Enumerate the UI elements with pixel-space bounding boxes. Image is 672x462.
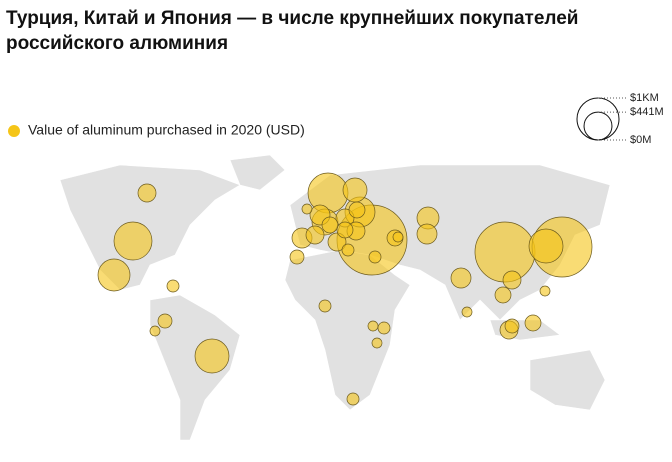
bubble — [346, 392, 360, 406]
size-legend-circle — [576, 97, 620, 141]
bubble — [166, 279, 180, 293]
bubble — [137, 183, 157, 203]
bubble — [289, 249, 305, 265]
bubble — [97, 258, 131, 292]
bubble — [368, 250, 382, 264]
bubble — [504, 318, 520, 334]
bubble — [474, 221, 536, 283]
bubbles — [97, 172, 593, 406]
bubble — [348, 201, 366, 219]
bubble — [392, 231, 404, 243]
size-legend: $1KM $441M $0M — [576, 92, 664, 146]
bubble — [318, 299, 332, 313]
bubble — [502, 270, 522, 290]
size-legend-label: $441M — [630, 106, 664, 118]
chart-title: Турция, Китай и Япония — в числе крупней… — [6, 8, 579, 54]
bubble — [450, 267, 472, 289]
bubble — [494, 286, 512, 304]
size-legend-label: $0M — [630, 134, 651, 146]
bubble — [301, 203, 313, 215]
bubble — [341, 243, 355, 257]
bubble — [305, 225, 325, 245]
bubble — [528, 228, 564, 264]
bubble — [321, 216, 339, 234]
bubble — [113, 221, 153, 261]
bubble — [367, 320, 379, 332]
size-legend-label: $1KM — [630, 92, 659, 104]
bubble — [149, 325, 161, 337]
legend-swatch — [8, 125, 20, 137]
size-legend-circle — [583, 111, 613, 141]
bubble — [194, 338, 230, 374]
bubble — [336, 221, 354, 239]
legend-label: Value of aluminum purchased in 2020 (USD… — [28, 122, 305, 138]
bubble — [157, 313, 173, 329]
bubble — [524, 314, 542, 332]
bubble — [461, 306, 473, 318]
bubble — [416, 223, 438, 245]
bubble — [342, 177, 368, 203]
bubble — [539, 285, 551, 297]
bubble — [377, 321, 391, 335]
bubble — [371, 337, 383, 349]
